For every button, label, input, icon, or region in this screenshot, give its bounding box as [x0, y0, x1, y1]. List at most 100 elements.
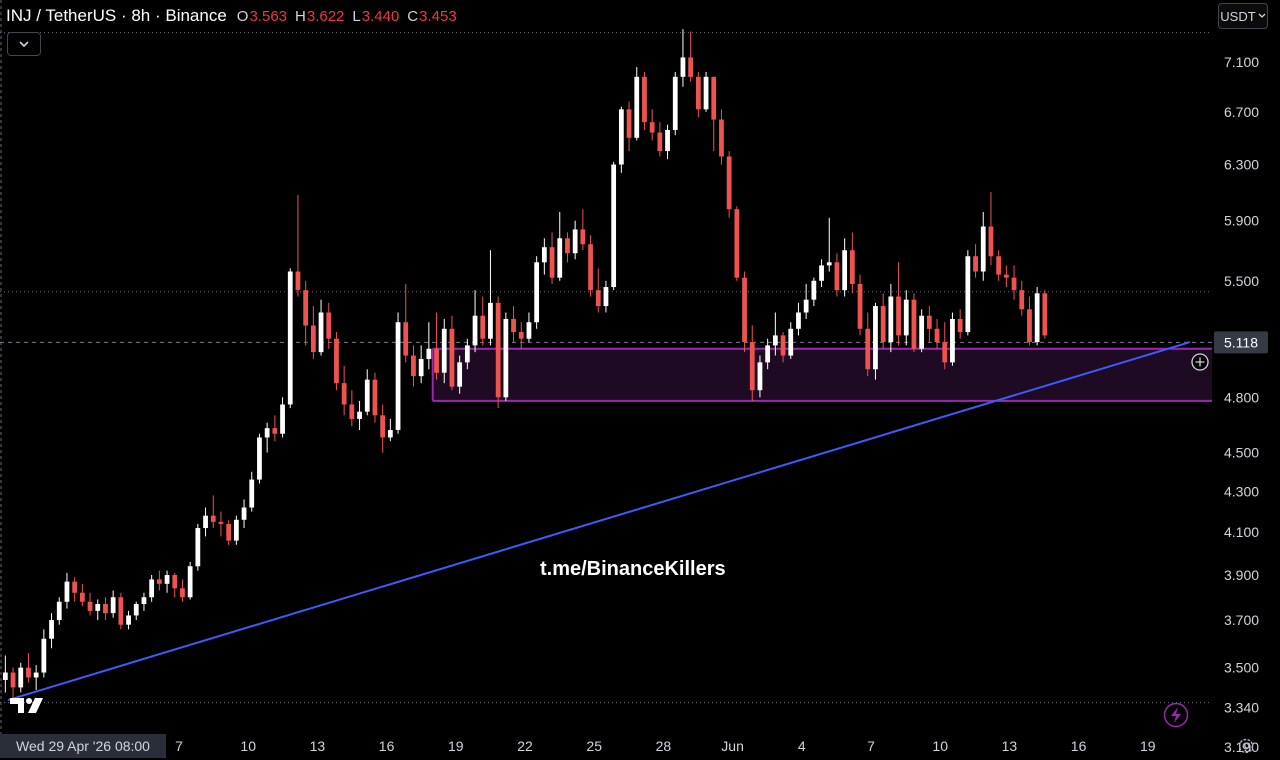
candle-body — [110, 597, 116, 614]
candle-body — [26, 667, 31, 678]
candle-body — [703, 76, 709, 110]
candle-body — [526, 322, 532, 339]
currency-button[interactable]: USDT — [1218, 3, 1268, 29]
chevron-down-icon — [19, 41, 29, 48]
candle-body — [303, 290, 309, 326]
candle-body — [1011, 277, 1017, 291]
candle-body — [488, 302, 493, 339]
candle-body — [395, 322, 401, 431]
settings-gear-icon[interactable] — [1236, 736, 1256, 756]
candle-body — [126, 615, 131, 625]
candle-body — [665, 129, 670, 152]
low-label: L — [352, 7, 361, 25]
candle-body — [711, 76, 717, 120]
candle-body — [1019, 290, 1025, 310]
candle-body — [341, 383, 347, 405]
candle-body — [565, 238, 570, 254]
candle-body — [2, 672, 8, 680]
collapse-legend-button[interactable] — [7, 32, 41, 56]
currency-label: USDT — [1220, 8, 1256, 24]
candle-body — [549, 247, 555, 278]
candle-body — [880, 306, 886, 343]
candle-body — [56, 601, 62, 621]
price-axis-tick: 6.300 — [1224, 157, 1259, 173]
candle-body — [418, 358, 424, 377]
candle-body — [210, 515, 216, 522]
candle-body — [79, 592, 85, 602]
candle-body — [611, 164, 617, 288]
candle-body — [326, 312, 332, 339]
candle-body — [49, 620, 54, 639]
candle-body — [318, 312, 324, 353]
candle-body — [695, 76, 701, 110]
date-axis-tick: 19 — [1140, 738, 1156, 754]
date-axis-tick: 13 — [1002, 738, 1018, 754]
candle-body — [742, 277, 747, 343]
add-plus-icon[interactable] — [1190, 352, 1210, 372]
candle-body — [18, 667, 24, 688]
candle-body — [233, 519, 239, 541]
price-axis-tick: 4.300 — [1224, 483, 1259, 499]
date-axis-tick: 7 — [175, 738, 183, 754]
candle-body — [87, 601, 93, 611]
date-axis-tick: 28 — [656, 738, 672, 754]
candle-body — [195, 528, 201, 567]
watermark-text: t.me/BinanceKillers — [540, 558, 726, 580]
candle-body — [842, 250, 848, 291]
candle-body — [472, 315, 478, 346]
candle-body — [819, 265, 824, 281]
lightning-icon[interactable] — [1163, 702, 1189, 728]
candle-body — [449, 328, 455, 387]
candle-body — [172, 575, 178, 589]
candle-body — [257, 437, 262, 480]
candle-body — [156, 579, 162, 584]
crosshair-date-label: Wed 29 Apr '26 08:00 — [0, 734, 166, 758]
candle-body — [434, 348, 439, 373]
candle-body — [657, 132, 663, 152]
candle-body — [603, 287, 609, 307]
candle-body — [911, 299, 917, 349]
chevron-down-icon — [1258, 13, 1266, 18]
candle-body — [873, 306, 878, 370]
candle-body — [287, 271, 293, 405]
candle-body — [765, 345, 771, 363]
candle-body — [141, 597, 147, 605]
candle-body — [934, 328, 940, 343]
candle-body — [426, 348, 432, 359]
price-axis-tick: 4.500 — [1224, 445, 1259, 461]
candle-body — [164, 575, 170, 584]
price-axis-tick: 3.500 — [1224, 660, 1259, 676]
date-axis-tick: 16 — [1071, 738, 1087, 754]
candle-body — [1027, 309, 1032, 343]
candle-body — [642, 76, 647, 123]
candle-body — [41, 638, 47, 673]
close-value: 3.453 — [419, 7, 457, 25]
candle-body — [180, 588, 185, 598]
candle-body — [618, 109, 624, 165]
candle-body — [973, 256, 978, 272]
candle-body — [996, 256, 1002, 275]
candle-body — [511, 318, 516, 333]
candle-body — [1042, 293, 1048, 336]
tradingview-logo[interactable] — [9, 696, 49, 716]
current-price-badge — [1214, 331, 1268, 354]
price-axis-tick: 6.700 — [1224, 104, 1259, 120]
candle-body — [965, 256, 971, 333]
candle-body — [672, 76, 678, 130]
candle-body — [826, 262, 832, 266]
candle-body — [495, 302, 501, 398]
candle-body — [849, 250, 855, 284]
price-axis-tick: 5.500 — [1224, 273, 1259, 289]
candle-body — [503, 318, 509, 398]
symbol-title[interactable]: INJ / TetherUS · 8h · Binance — [6, 6, 227, 25]
date-axis-tick: 25 — [586, 738, 602, 754]
date-axis-tick: 10 — [932, 738, 948, 754]
candle-body — [33, 672, 39, 678]
date-axis-tick: 13 — [310, 738, 326, 754]
candle-body — [334, 338, 339, 384]
candle-body — [534, 262, 540, 323]
candle-body — [403, 322, 409, 356]
candle-body — [280, 404, 285, 434]
open-label: O — [236, 7, 249, 25]
